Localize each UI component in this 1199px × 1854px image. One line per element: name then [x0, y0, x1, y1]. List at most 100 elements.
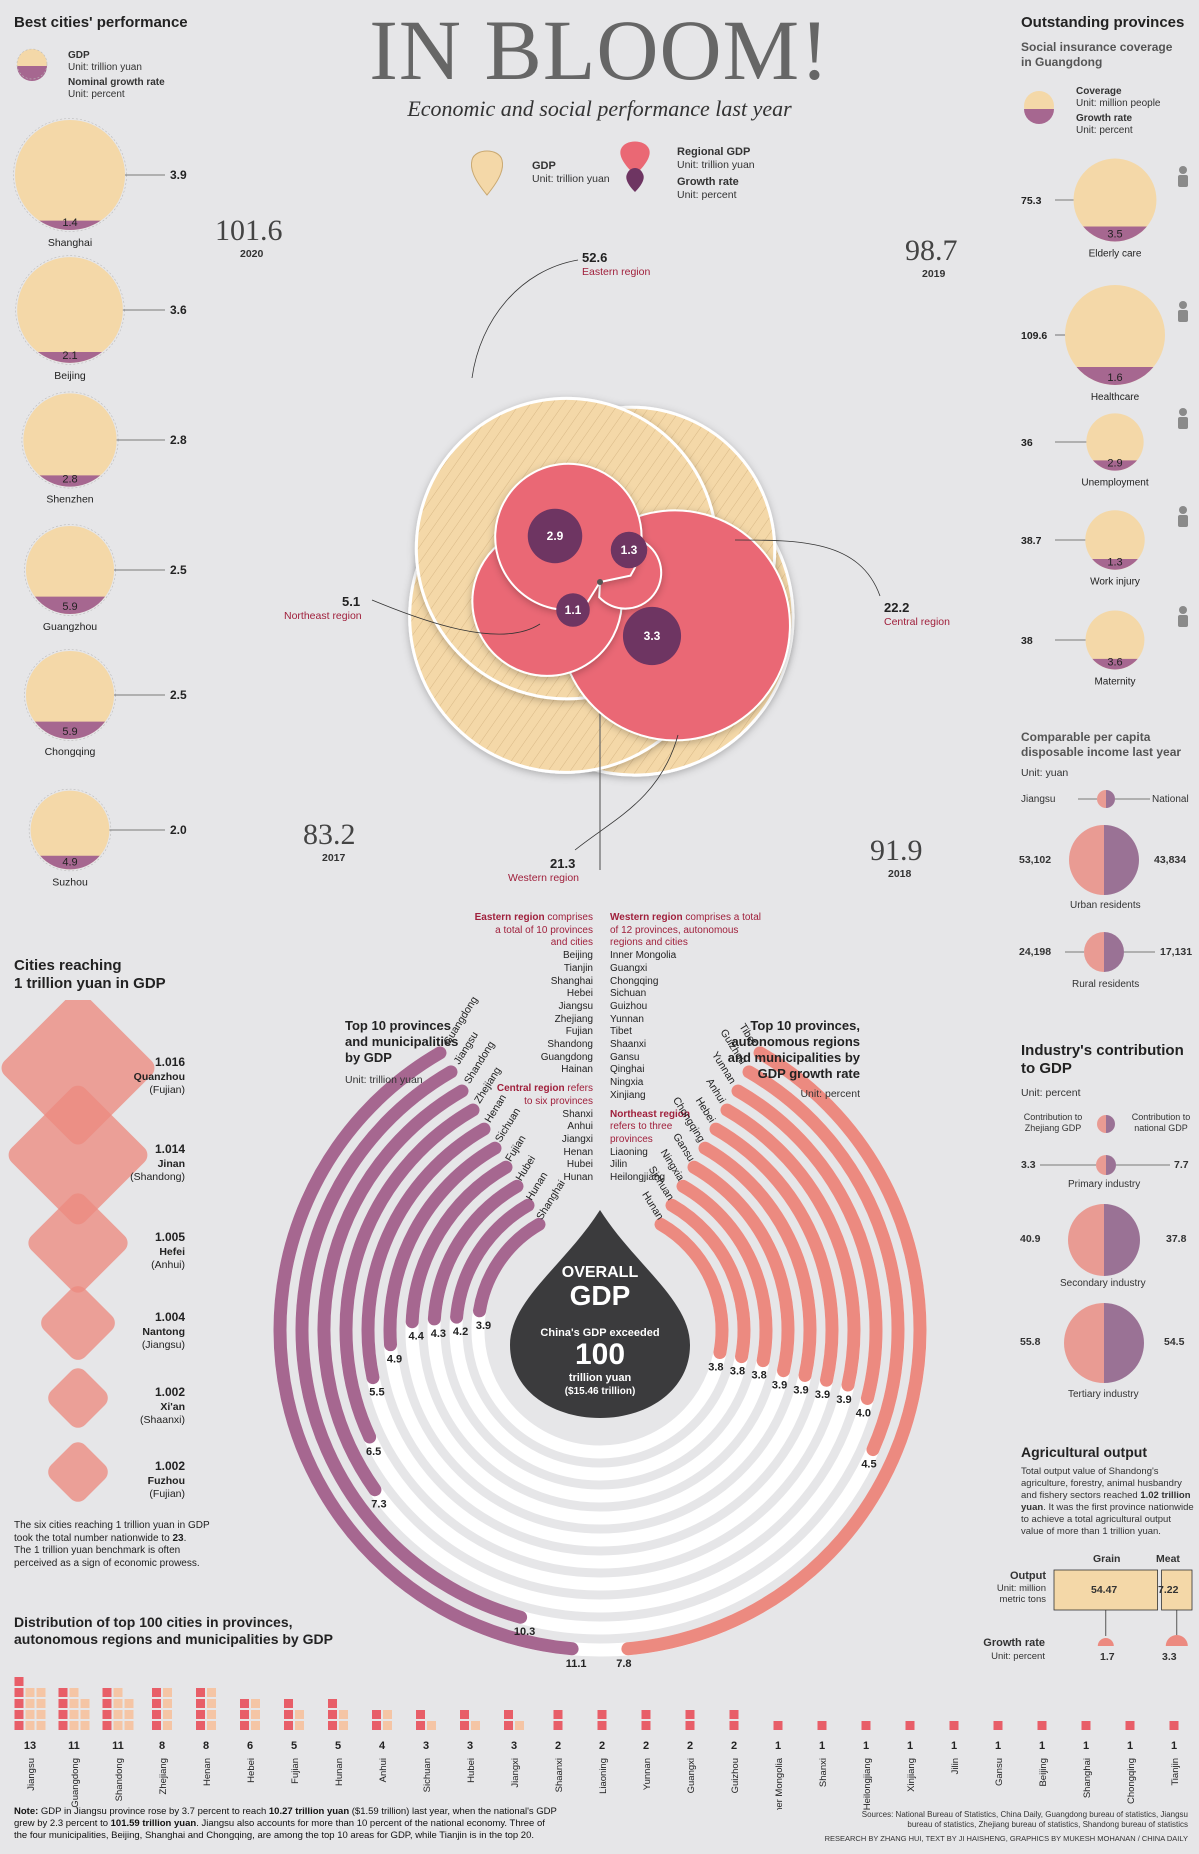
gdp-arc-value: 4.3 [431, 1328, 446, 1340]
gdp-arc-Guangdong [273, 1046, 579, 1656]
tertiary-zhejiang-half [1064, 1303, 1104, 1383]
distribution-province: Anhui [378, 1758, 389, 1782]
city-square [861, 1721, 871, 1730]
distribution-count: 8 [159, 1740, 165, 1752]
city-square [196, 1710, 205, 1719]
distribution-count: 2 [599, 1740, 605, 1752]
gdp-arc-value: 10.3 [514, 1626, 535, 1638]
city-square [295, 1721, 304, 1730]
region-name-northeast: Northeast region [284, 610, 362, 622]
footer-credits: RESEARCH BY ZHANG HUI, TEXT BY JI HAISHE… [824, 1834, 1188, 1843]
trillion-city-province: (Jiangsu) [142, 1339, 185, 1351]
distribution-count: 5 [291, 1740, 297, 1752]
distribution-count: 1 [995, 1740, 1001, 1752]
distribution-title: Distribution of top 100 cities in provin… [14, 1614, 333, 1647]
leader-line-2 [371, 599, 541, 635]
distribution-count: 8 [203, 1740, 209, 1752]
city-square [152, 1699, 161, 1708]
city-square [251, 1721, 260, 1730]
city-square [597, 1721, 607, 1730]
city-square [14, 1677, 24, 1686]
city-square [949, 1721, 959, 1730]
city-growth-value: 5.9 [62, 601, 77, 613]
growth-arc-value: 3.9 [793, 1384, 808, 1396]
region-list-item: Qinghai [610, 1064, 645, 1076]
income-legend-right: National [1152, 794, 1189, 805]
coverage-name: Maternity [1094, 676, 1135, 687]
distribution-province: Sichuan [422, 1758, 433, 1792]
person-icon-body [1178, 417, 1188, 429]
income-rural-label: Rural residents [1072, 979, 1140, 990]
coverage-value: 38 [1021, 635, 1033, 647]
person-icon [1179, 408, 1187, 416]
legend-growth-unit: Unit: percent [677, 189, 737, 201]
region-list-item: Hainan [561, 1064, 593, 1076]
city-square [102, 1699, 112, 1708]
city-square [14, 1710, 24, 1719]
city-square [25, 1721, 35, 1730]
distribution-count: 1 [775, 1740, 781, 1752]
outstanding-chart: 75.3 3.5 Elderly care 109.6 1.6 Healthcare 36 2… [1021, 158, 1188, 687]
city-square [207, 1721, 216, 1730]
city-gdp-circle [25, 525, 115, 615]
city-square [1037, 1721, 1047, 1730]
trillion-city-value: 1.005 [155, 1230, 185, 1244]
trillion-city-province: (Anhui) [151, 1259, 185, 1271]
city-square [1169, 1721, 1179, 1730]
region-list-item: Guangdong [540, 1051, 593, 1063]
city-square [597, 1710, 607, 1719]
distribution-province: Shanxi [818, 1758, 829, 1787]
distribution-count: 1 [907, 1740, 913, 1752]
city-square [729, 1721, 739, 1730]
overall-title-2: GDP [569, 1280, 631, 1311]
trillion-city-province: (Fujian) [149, 1488, 185, 1500]
trillion-city-name: Nantong [142, 1326, 185, 1338]
eastern-region-list: Eastern region comprises a total of 10 p… [430, 912, 593, 1185]
distribution-province: Jiangxi [510, 1758, 521, 1788]
growth-arc-value: 3.9 [772, 1380, 787, 1392]
year-label-2018: 2018 [888, 868, 912, 880]
trillion-city-province: (Shandong) [130, 1171, 185, 1183]
city-name: Chongqing [45, 746, 96, 758]
income-title: Comparable per capita disposable income … [1021, 730, 1182, 759]
income-legend-left: Jiangsu [1021, 794, 1056, 805]
distribution-province: Chongqing [1126, 1758, 1137, 1804]
city-square [372, 1710, 381, 1719]
trillion-city-name: Xi'an [160, 1401, 185, 1413]
agri-chart [1053, 1569, 1193, 1646]
city-square [80, 1721, 90, 1730]
city-growth-value: 2.1 [62, 350, 77, 362]
city-gdp-circle [17, 257, 123, 363]
coverage-growth-value: 3.6 [1107, 656, 1122, 668]
gdp-arc-value: 11.1 [566, 1658, 587, 1670]
distribution-province: Gansu [994, 1758, 1005, 1786]
agri-title: Agricultural output [1021, 1444, 1147, 1460]
trillion-city-name: Jinan [158, 1158, 185, 1170]
flower-chart: 2.9 1.3 1.1 3.3 [371, 259, 881, 870]
city-square [729, 1710, 739, 1719]
city-square [251, 1710, 260, 1719]
distribution-count: 6 [247, 1740, 253, 1752]
income-chart [1065, 790, 1155, 972]
coverage-circle [1086, 413, 1144, 471]
city-square [69, 1699, 79, 1708]
best-cities-chart: 3.9 1.4 Shanghai 3.6 2.1 Beijing 2.8 2.8 Shenzhe… [13, 118, 187, 888]
income-unit: Unit: yuan [1021, 767, 1069, 779]
region-list-item: Henan [563, 1146, 593, 1158]
region-list-item: Jiangxi [561, 1133, 593, 1145]
secondary-label: Secondary industry [1060, 1278, 1146, 1289]
city-square [36, 1699, 46, 1708]
page-title: IN BLOOM! [369, 2, 830, 98]
legend-gdp-unit: Unit: trillion yuan [532, 173, 610, 185]
growth-circle-3 [622, 606, 682, 666]
city-square [113, 1721, 123, 1730]
growth-arc-Hunan [654, 1217, 729, 1360]
industry-legend-right: Contribution to national GDP [1131, 1112, 1191, 1133]
year-label-2019: 2019 [922, 268, 946, 280]
city-square [905, 1721, 915, 1730]
city-square [124, 1721, 134, 1730]
gdp-arc-Hunan [450, 1198, 535, 1324]
city-gdp-value: 2.0 [170, 823, 187, 837]
city-square [163, 1699, 172, 1708]
trillion-city-province: (Fujian) [149, 1084, 185, 1096]
